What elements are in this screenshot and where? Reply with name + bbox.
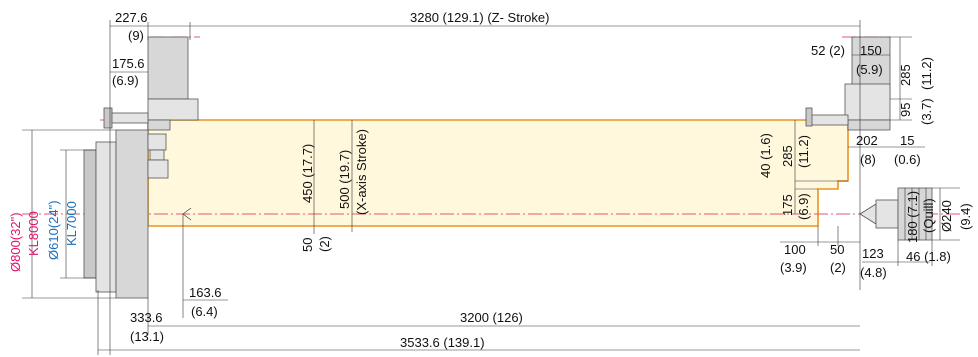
z-stroke-label: 3280 (129.1) (Z- Stroke) — [410, 10, 549, 25]
headstock-chuck — [83, 129, 169, 299]
dim-15-in: (0.6) — [894, 152, 921, 167]
tailstock — [859, 187, 933, 241]
dim-95: 95 — [898, 103, 913, 117]
dim-50-left-in: (2) — [317, 236, 332, 252]
dim-175-low-in: (6.9) — [796, 193, 811, 220]
turret-left — [103, 36, 199, 131]
dim-285-mid-in: (11.2) — [796, 135, 811, 168]
dim-450: 450 (17.7) — [300, 144, 315, 203]
dim-202-in: (8) — [860, 152, 876, 167]
kl7000-diameter: Ø610(24") — [46, 200, 61, 260]
dim-50-right: 50 — [830, 242, 844, 257]
dimension-lines — [22, 20, 960, 355]
dim-285-top-in: (11.2) — [919, 57, 934, 90]
dim-150: 150 — [860, 43, 882, 58]
dim-52: 52 (2) — [811, 43, 845, 58]
kl8000-label: KL8000 — [26, 211, 41, 256]
dim-100: 100 — [784, 242, 806, 257]
kl8000-diameter: Ø800(32") — [8, 212, 23, 272]
dim-50-left: 50 — [300, 238, 315, 252]
dim-175-6: 175.6 — [112, 56, 145, 71]
quill-label: (Quill) — [921, 198, 936, 233]
dim-50-right-in: (2) — [830, 260, 846, 275]
x-z-stroke-envelope — [147, 119, 849, 227]
dim-285-top: 285 — [898, 64, 913, 86]
dim-500: 500 (19.7) — [337, 150, 352, 209]
dim-227-6-in: (9) — [128, 28, 144, 43]
dim-175-low: 175 — [780, 194, 795, 216]
dim-202: 202 — [856, 133, 878, 148]
dim-123-in: (4.8) — [860, 265, 887, 280]
dim-175-6-in: (6.9) — [112, 73, 139, 88]
dim-333-6: 333.6 — [130, 310, 163, 325]
dim-227-6: 227.6 — [115, 10, 148, 25]
x-axis-stroke-label: (X-axis Stroke) — [354, 129, 369, 215]
dim-123: 123 — [862, 246, 884, 261]
dim-333-6-in: (13.1) — [130, 329, 164, 344]
dim-163-6-in: (6.4) — [191, 304, 218, 319]
dim-150-in: (5.9) — [856, 62, 883, 77]
dim-95-in: (3.7) — [919, 98, 934, 125]
dim-40: 40 (1.6) — [758, 133, 773, 178]
dim-3533-6: 3533.6 (139.1) — [400, 335, 485, 350]
dim-100-in: (3.9) — [780, 260, 807, 275]
dim-3200: 3200 (126) — [460, 310, 523, 325]
dim-285-mid: 285 — [780, 145, 795, 167]
dimension-labels: 3280 (129.1) (Z- Stroke) 227.6 (9) 175.6… — [8, 10, 973, 350]
dim-46: 46 (1.8) — [906, 249, 951, 264]
dim-240-in: (9.4) — [958, 203, 973, 230]
kl7000-label: KL7000 — [64, 201, 79, 246]
dim-163-6: 163.6 — [189, 285, 222, 300]
dim-180: 180 (7.1) — [905, 191, 920, 243]
turret-right — [805, 36, 891, 131]
dim-240: Ø240 — [939, 200, 954, 232]
dim-15: 15 — [900, 133, 914, 148]
